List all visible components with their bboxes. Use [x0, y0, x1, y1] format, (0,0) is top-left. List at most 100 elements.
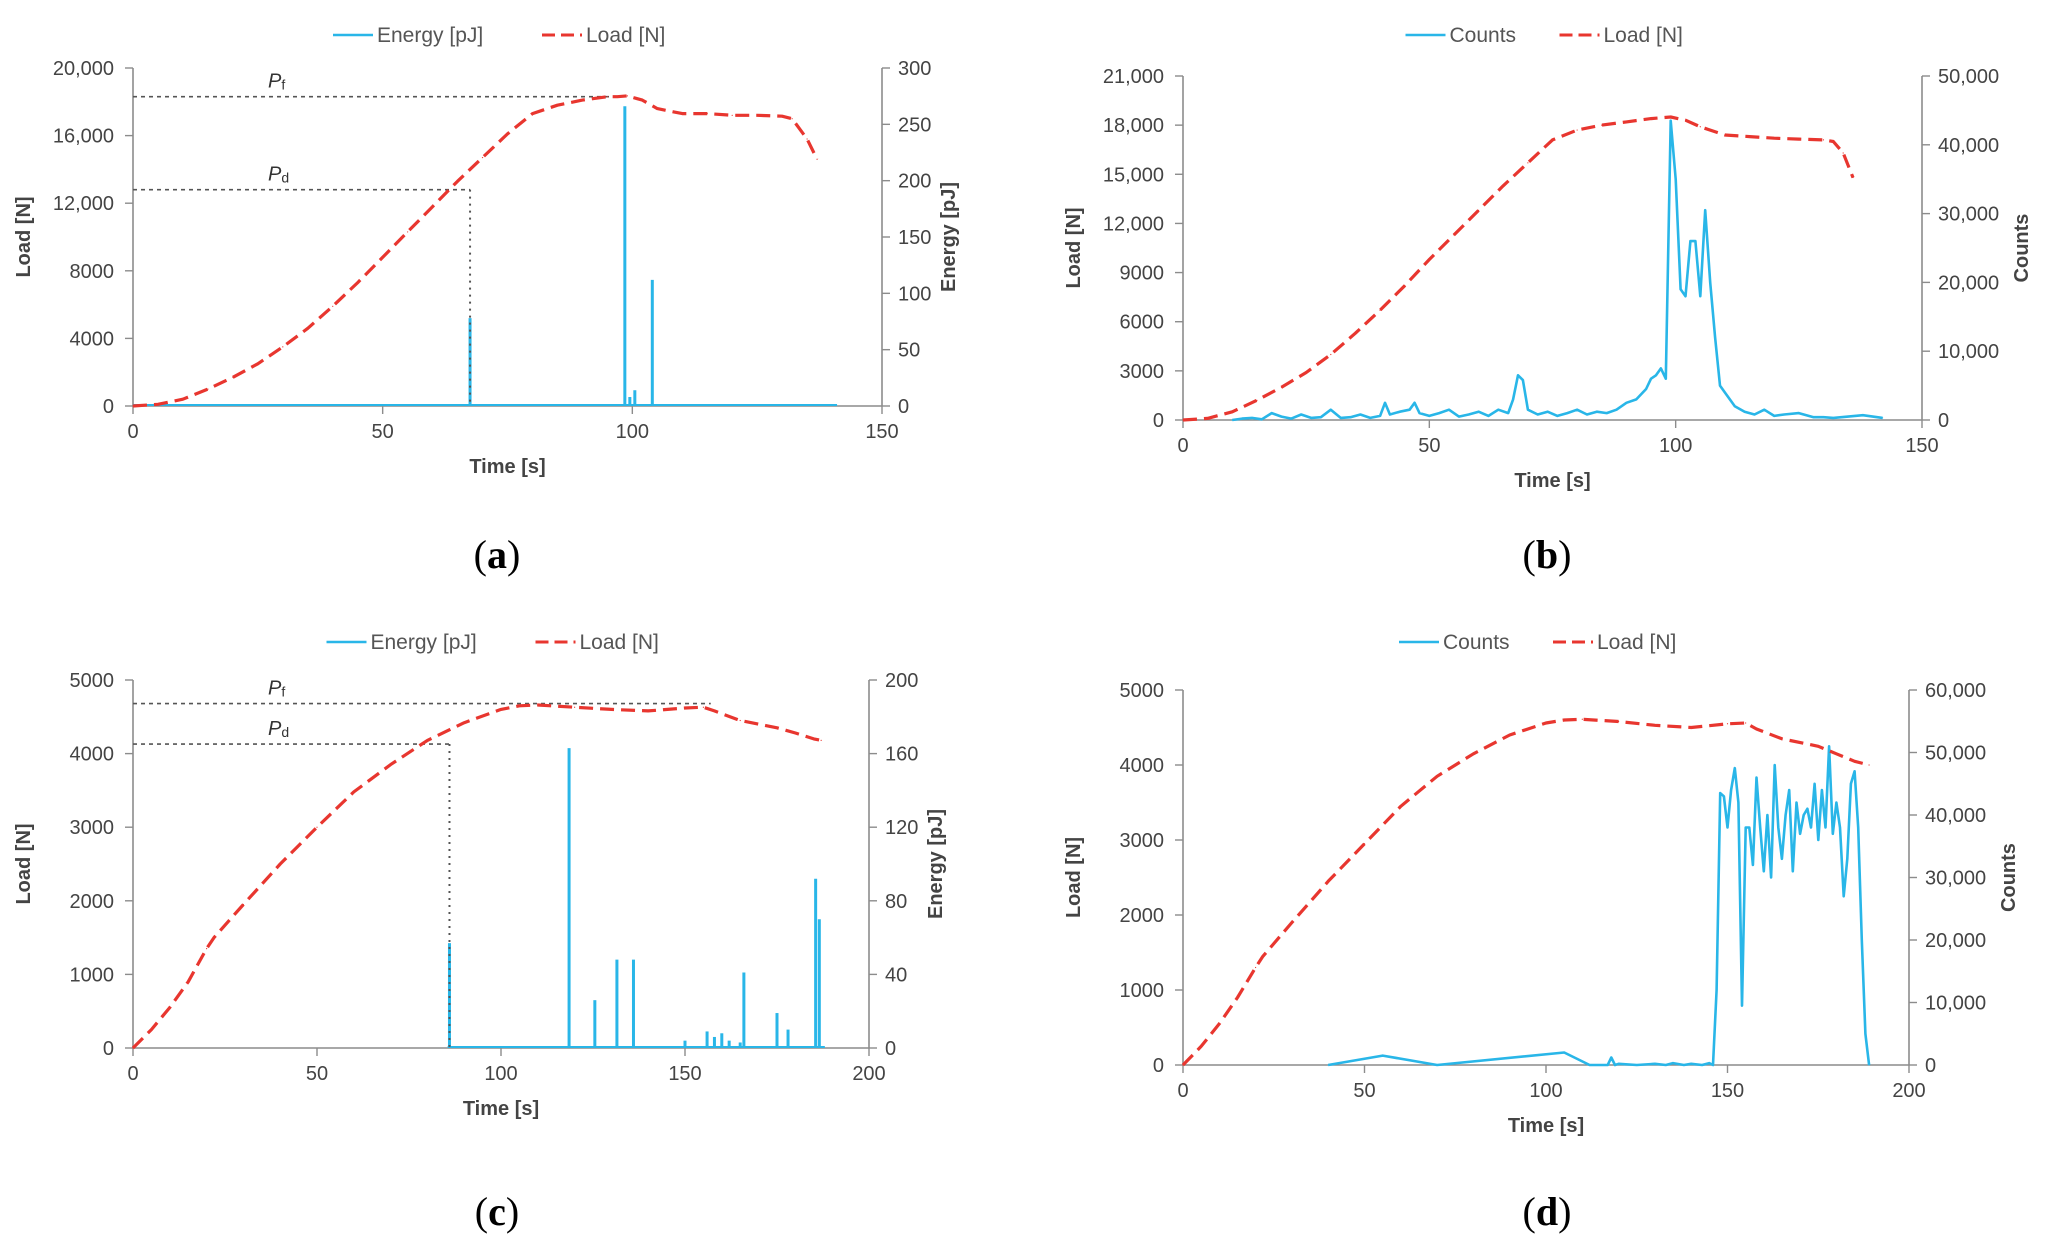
- counts-series-line: [1327, 744, 1871, 1067]
- counts-point: [1766, 814, 1769, 816]
- counts-point: [1280, 415, 1283, 418]
- counts-point: [1330, 409, 1332, 411]
- load-point: [581, 99, 584, 101]
- counts-point: [1576, 409, 1578, 411]
- counts-point: [1741, 1005, 1743, 1007]
- counts-point: [1832, 833, 1834, 835]
- y-tick-label: 15,000: [1103, 164, 1164, 186]
- load-point: [1404, 285, 1406, 287]
- load-series-line: [131, 703, 822, 1050]
- load-point: [1280, 386, 1283, 388]
- load-point: [731, 114, 733, 116]
- counts-point: [1730, 789, 1732, 791]
- y2-tick-label: 150: [898, 227, 931, 249]
- counts-point: [1586, 413, 1588, 416]
- panel-label-paren: ): [507, 532, 520, 577]
- counts-point: [1737, 801, 1739, 804]
- panel-label: (a): [474, 532, 521, 577]
- load-point: [132, 405, 134, 407]
- load-point: [702, 706, 705, 708]
- load-point: [1773, 137, 1775, 139]
- load-point: [206, 948, 208, 950]
- annotation-label: Pf: [268, 678, 285, 700]
- y-tick-label: 16,000: [53, 126, 114, 148]
- legend-label: Energy [pJ]: [377, 24, 483, 47]
- counts-point: [1699, 295, 1701, 297]
- load-point: [1305, 371, 1307, 374]
- x-axis-label: Time [s]: [469, 456, 545, 478]
- counts-point: [1606, 412, 1608, 414]
- counts-point: [1753, 413, 1756, 416]
- counts-point: [1300, 413, 1302, 416]
- load-point: [681, 113, 683, 115]
- counts-point: [1596, 411, 1598, 413]
- load-point: [706, 113, 708, 115]
- y-tick-label: 2000: [1120, 905, 1165, 927]
- counts-point: [1418, 412, 1421, 414]
- counts-point: [1654, 1063, 1656, 1065]
- annotation-label: Pd: [268, 164, 289, 186]
- load-point: [1182, 1064, 1184, 1066]
- counts-point: [1487, 415, 1490, 417]
- load-point: [157, 403, 159, 405]
- x-tick-label: 0: [127, 1063, 138, 1085]
- load-point: [1563, 719, 1565, 721]
- legend: Energy [pJ] Load [N]: [326, 631, 659, 654]
- counts-point: [1843, 895, 1845, 897]
- counts-point: [1607, 1064, 1609, 1066]
- chart-panel-d: 0 50 100 150 200010002000300040005000010,000…: [1063, 631, 2020, 1234]
- counts-point: [1813, 416, 1815, 418]
- load-point: [610, 708, 613, 711]
- load-point: [1670, 116, 1672, 118]
- counts-point: [1588, 1064, 1591, 1066]
- counts-point: [1748, 826, 1750, 829]
- counts-point: [1788, 789, 1790, 791]
- counts-point: [1755, 776, 1758, 779]
- y2-tick-label: 0: [885, 1038, 896, 1060]
- load-point: [1832, 140, 1834, 143]
- counts-point: [1384, 402, 1386, 404]
- panel-label-paren: (: [474, 532, 487, 577]
- counts-point: [1537, 413, 1539, 416]
- counts-point: [1231, 419, 1233, 421]
- load-point: [426, 739, 428, 741]
- y-tick-label: 3000: [70, 817, 115, 839]
- y2-tick-label: 20,000: [1938, 272, 1999, 294]
- load-point: [1200, 1045, 1202, 1047]
- y2-axis-label: Energy [pJ]: [925, 809, 947, 919]
- counts-point: [1832, 417, 1834, 419]
- counts-point: [1665, 1064, 1667, 1066]
- y-tick-label: 1000: [1120, 980, 1165, 1002]
- y2-tick-label: 300: [898, 58, 931, 80]
- x-axis-label: Time [s]: [1514, 470, 1590, 492]
- load-point: [432, 205, 434, 208]
- y2-tick-label: 50,000: [1938, 66, 1999, 88]
- load-point: [616, 96, 618, 98]
- counts-point: [1670, 120, 1672, 122]
- y-tick-label: 0: [1153, 1055, 1164, 1077]
- y2-tick-label: 50: [898, 340, 920, 362]
- counts-point: [1413, 402, 1416, 404]
- counts-point: [1763, 409, 1765, 411]
- counts-point: [1817, 839, 1819, 841]
- load-point: [1256, 399, 1258, 401]
- load-point: [531, 113, 534, 115]
- counts-point: [1389, 413, 1391, 416]
- counts-point: [1850, 783, 1852, 785]
- panel-label-letter: c: [488, 1189, 506, 1234]
- y-axis-label: Load [N]: [13, 196, 35, 277]
- counts-point: [1714, 336, 1716, 339]
- load-point: [574, 706, 576, 708]
- load-point: [1690, 726, 1692, 729]
- y2-tick-label: 160: [885, 744, 918, 766]
- counts-point: [1645, 388, 1647, 390]
- load-point: [1853, 760, 1856, 762]
- annotation-symbol: P: [268, 678, 282, 700]
- counts-point: [1806, 808, 1808, 810]
- counts-point: [1650, 378, 1652, 380]
- load-point: [1231, 411, 1233, 413]
- load-point: [1650, 117, 1652, 120]
- y-tick-label: 3000: [1120, 830, 1165, 852]
- annotation-symbol: P: [268, 718, 282, 740]
- annotation-label: Pd: [268, 718, 289, 740]
